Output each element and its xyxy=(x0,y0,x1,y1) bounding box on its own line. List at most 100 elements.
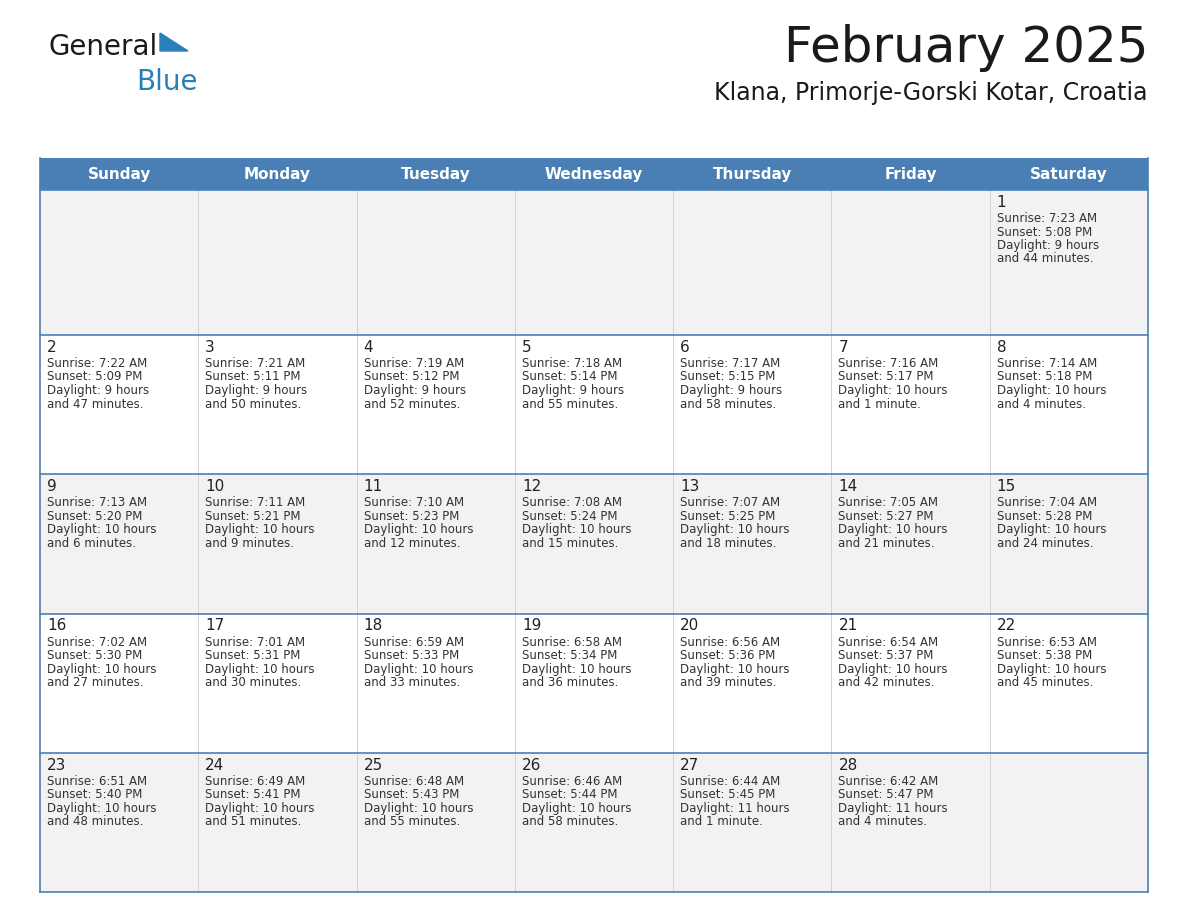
Text: Sunset: 5:47 PM: Sunset: 5:47 PM xyxy=(839,789,934,801)
Text: and 1 minute.: and 1 minute. xyxy=(839,397,922,410)
Text: 5: 5 xyxy=(522,340,531,355)
Text: Daylight: 11 hours: Daylight: 11 hours xyxy=(681,801,790,815)
Text: Daylight: 10 hours: Daylight: 10 hours xyxy=(48,663,157,676)
Text: Sunday: Sunday xyxy=(88,166,151,182)
Text: and 52 minutes.: and 52 minutes. xyxy=(364,397,460,410)
Text: Sunrise: 7:13 AM: Sunrise: 7:13 AM xyxy=(48,497,147,509)
Text: and 12 minutes.: and 12 minutes. xyxy=(364,537,460,550)
Text: Sunset: 5:41 PM: Sunset: 5:41 PM xyxy=(206,789,301,801)
Text: 22: 22 xyxy=(997,619,1016,633)
Text: Daylight: 10 hours: Daylight: 10 hours xyxy=(839,663,948,676)
Text: and 33 minutes.: and 33 minutes. xyxy=(364,676,460,689)
Bar xyxy=(40,190,1148,335)
Text: 9: 9 xyxy=(48,479,57,494)
Text: and 50 minutes.: and 50 minutes. xyxy=(206,397,302,410)
Text: General: General xyxy=(48,33,157,61)
Text: and 18 minutes.: and 18 minutes. xyxy=(681,537,777,550)
Text: Sunrise: 7:16 AM: Sunrise: 7:16 AM xyxy=(839,357,939,370)
Text: Sunrise: 7:01 AM: Sunrise: 7:01 AM xyxy=(206,635,305,648)
Text: Sunset: 5:08 PM: Sunset: 5:08 PM xyxy=(997,226,1092,239)
Text: Sunset: 5:18 PM: Sunset: 5:18 PM xyxy=(997,371,1092,384)
Text: Sunset: 5:31 PM: Sunset: 5:31 PM xyxy=(206,649,301,662)
Text: and 6 minutes.: and 6 minutes. xyxy=(48,537,135,550)
Text: and 58 minutes.: and 58 minutes. xyxy=(681,397,777,410)
Text: Sunrise: 6:42 AM: Sunrise: 6:42 AM xyxy=(839,775,939,788)
Text: Sunset: 5:28 PM: Sunset: 5:28 PM xyxy=(997,509,1092,522)
Text: and 51 minutes.: and 51 minutes. xyxy=(206,815,302,828)
Text: 19: 19 xyxy=(522,619,542,633)
Text: Sunset: 5:14 PM: Sunset: 5:14 PM xyxy=(522,371,618,384)
Text: Sunrise: 6:44 AM: Sunrise: 6:44 AM xyxy=(681,775,781,788)
Text: 2: 2 xyxy=(48,340,57,355)
Text: Sunset: 5:15 PM: Sunset: 5:15 PM xyxy=(681,371,776,384)
Text: Sunset: 5:30 PM: Sunset: 5:30 PM xyxy=(48,649,143,662)
Text: Daylight: 10 hours: Daylight: 10 hours xyxy=(364,663,473,676)
Text: 18: 18 xyxy=(364,619,383,633)
Text: Sunset: 5:33 PM: Sunset: 5:33 PM xyxy=(364,649,459,662)
Text: 12: 12 xyxy=(522,479,541,494)
Text: Daylight: 9 hours: Daylight: 9 hours xyxy=(522,384,624,397)
Bar xyxy=(40,753,1148,892)
Text: 4: 4 xyxy=(364,340,373,355)
Text: Daylight: 9 hours: Daylight: 9 hours xyxy=(206,384,308,397)
Text: Sunrise: 7:05 AM: Sunrise: 7:05 AM xyxy=(839,497,939,509)
Text: 25: 25 xyxy=(364,757,383,773)
Text: Sunrise: 6:48 AM: Sunrise: 6:48 AM xyxy=(364,775,463,788)
Text: Daylight: 10 hours: Daylight: 10 hours xyxy=(839,523,948,536)
Text: and 55 minutes.: and 55 minutes. xyxy=(364,815,460,828)
Text: Daylight: 10 hours: Daylight: 10 hours xyxy=(206,801,315,815)
Text: 14: 14 xyxy=(839,479,858,494)
Bar xyxy=(40,613,1148,753)
Text: Sunrise: 7:22 AM: Sunrise: 7:22 AM xyxy=(48,357,147,370)
Text: Klana, Primorje-Gorski Kotar, Croatia: Klana, Primorje-Gorski Kotar, Croatia xyxy=(714,81,1148,105)
Text: Friday: Friday xyxy=(884,166,937,182)
Text: Daylight: 10 hours: Daylight: 10 hours xyxy=(997,523,1106,536)
Text: Sunrise: 7:08 AM: Sunrise: 7:08 AM xyxy=(522,497,621,509)
Text: Sunrise: 7:11 AM: Sunrise: 7:11 AM xyxy=(206,497,305,509)
Text: and 36 minutes.: and 36 minutes. xyxy=(522,676,618,689)
Text: and 48 minutes.: and 48 minutes. xyxy=(48,815,144,828)
Text: Daylight: 10 hours: Daylight: 10 hours xyxy=(839,384,948,397)
Text: Monday: Monday xyxy=(244,166,311,182)
Text: Daylight: 10 hours: Daylight: 10 hours xyxy=(48,801,157,815)
Text: and 15 minutes.: and 15 minutes. xyxy=(522,537,618,550)
Text: 23: 23 xyxy=(48,757,67,773)
Text: Sunrise: 6:49 AM: Sunrise: 6:49 AM xyxy=(206,775,305,788)
Text: Sunrise: 7:14 AM: Sunrise: 7:14 AM xyxy=(997,357,1097,370)
Text: Thursday: Thursday xyxy=(713,166,792,182)
Text: 11: 11 xyxy=(364,479,383,494)
Text: and 30 minutes.: and 30 minutes. xyxy=(206,676,302,689)
Text: Daylight: 9 hours: Daylight: 9 hours xyxy=(48,384,150,397)
Text: Sunrise: 6:46 AM: Sunrise: 6:46 AM xyxy=(522,775,623,788)
Text: Daylight: 9 hours: Daylight: 9 hours xyxy=(997,239,1099,252)
Text: Sunset: 5:25 PM: Sunset: 5:25 PM xyxy=(681,509,776,522)
Bar xyxy=(40,335,1148,475)
Text: and 42 minutes.: and 42 minutes. xyxy=(839,676,935,689)
Text: 28: 28 xyxy=(839,757,858,773)
Text: Daylight: 10 hours: Daylight: 10 hours xyxy=(681,523,790,536)
Text: Sunset: 5:20 PM: Sunset: 5:20 PM xyxy=(48,509,143,522)
Text: and 55 minutes.: and 55 minutes. xyxy=(522,397,618,410)
Text: Sunrise: 6:56 AM: Sunrise: 6:56 AM xyxy=(681,635,781,648)
Text: Sunrise: 6:51 AM: Sunrise: 6:51 AM xyxy=(48,775,147,788)
Text: and 24 minutes.: and 24 minutes. xyxy=(997,537,1093,550)
Text: Daylight: 10 hours: Daylight: 10 hours xyxy=(206,663,315,676)
Text: and 4 minutes.: and 4 minutes. xyxy=(997,397,1086,410)
Text: Sunrise: 7:17 AM: Sunrise: 7:17 AM xyxy=(681,357,781,370)
Text: Sunset: 5:17 PM: Sunset: 5:17 PM xyxy=(839,371,934,384)
Text: and 47 minutes.: and 47 minutes. xyxy=(48,397,144,410)
Text: 13: 13 xyxy=(681,479,700,494)
Text: Sunset: 5:23 PM: Sunset: 5:23 PM xyxy=(364,509,459,522)
Text: Sunset: 5:36 PM: Sunset: 5:36 PM xyxy=(681,649,776,662)
Text: Daylight: 9 hours: Daylight: 9 hours xyxy=(681,384,782,397)
Bar xyxy=(40,475,1148,613)
Text: Sunrise: 7:18 AM: Sunrise: 7:18 AM xyxy=(522,357,623,370)
Text: 20: 20 xyxy=(681,619,700,633)
Text: Sunset: 5:45 PM: Sunset: 5:45 PM xyxy=(681,789,776,801)
Text: and 58 minutes.: and 58 minutes. xyxy=(522,815,618,828)
Text: Sunrise: 6:54 AM: Sunrise: 6:54 AM xyxy=(839,635,939,648)
Text: Saturday: Saturday xyxy=(1030,166,1107,182)
Text: Daylight: 10 hours: Daylight: 10 hours xyxy=(997,384,1106,397)
Text: 21: 21 xyxy=(839,619,858,633)
Text: 6: 6 xyxy=(681,340,690,355)
